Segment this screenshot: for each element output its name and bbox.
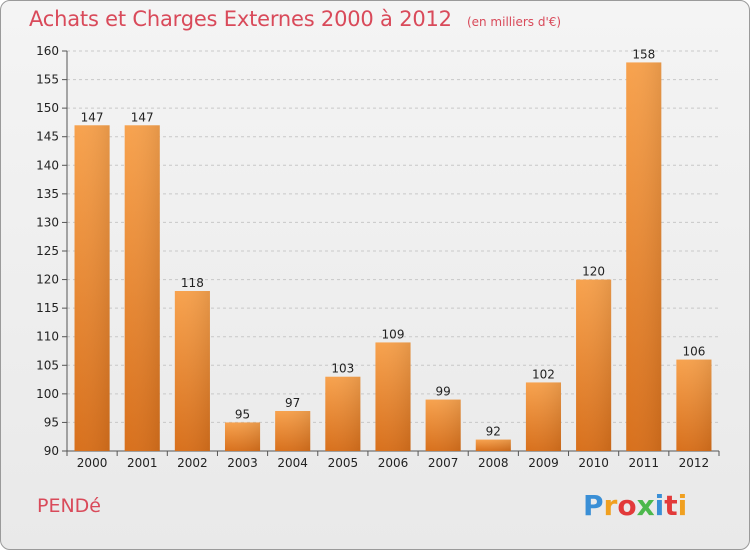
x-tick-label: 2006 [378,456,409,470]
value-label: 92 [486,425,501,439]
chart-header: Achats et Charges Externes 2000 à 2012 (… [29,7,561,31]
x-tick-label: 2003 [227,456,258,470]
y-tick-label: 140 [36,158,59,172]
y-tick-label: 95 [44,415,59,429]
value-label: 99 [436,385,451,399]
x-tick-label: 2011 [628,456,659,470]
value-label: 147 [81,110,104,124]
bar-shade [626,62,662,452]
value-label: 97 [285,396,300,410]
value-label: 109 [382,327,405,341]
bar-shade [74,125,110,452]
logo-letter: i [677,489,688,522]
value-label: 158 [632,47,655,61]
y-tick-label: 155 [36,73,59,87]
y-tick-label: 150 [36,101,59,115]
y-tick-label: 160 [36,44,59,58]
bar-shade [325,376,361,451]
bar-shade [525,382,562,451]
y-tick-label: 115 [36,301,59,315]
logo-letter: x [636,489,655,522]
y-tick-label: 105 [36,358,59,372]
bar-shade [224,422,261,451]
bar-shade [174,291,210,451]
bar-shade [676,359,712,451]
value-label: 106 [682,345,705,359]
bar-shade [375,342,411,451]
chart-title: Achats et Charges Externes 2000 à 2012 [29,7,452,31]
value-label: 95 [235,407,250,421]
y-tick-label: 130 [36,215,59,229]
y-tick-label: 125 [36,244,59,258]
x-tick-label: 2012 [679,456,710,470]
y-tick-label: 135 [36,187,59,201]
bars [74,62,712,452]
bar-shade [275,411,311,451]
x-tick-label: 2000 [77,456,108,470]
bar-shade [425,399,461,451]
x-tick-label: 2005 [328,456,359,470]
x-tick-label: 2002 [177,456,208,470]
y-tick-label: 90 [44,444,59,458]
value-label: 102 [532,367,555,381]
y-tick-label: 110 [36,330,59,344]
y-tick-label: 120 [36,273,59,287]
x-tick-label: 2010 [578,456,609,470]
bar-shade [475,439,511,451]
commune-name: PENDé [37,495,101,517]
value-label: 120 [582,265,605,279]
x-tick-label: 2004 [277,456,308,470]
value-label: 118 [181,276,204,290]
proxiti-logo[interactable]: Proxiti [583,489,687,522]
x-tick-label: 2001 [127,456,158,470]
bar-shade [576,279,612,451]
x-tick-label: 2009 [528,456,559,470]
logo-letter: r [603,489,618,522]
x-tick-label: 2007 [428,456,459,470]
value-label: 103 [331,362,354,376]
y-tick-label: 145 [36,130,59,144]
bar-shade [124,125,160,452]
logo-letter: t [664,489,678,522]
y-tick-label: 100 [36,387,59,401]
x-tick-label: 2008 [478,456,509,470]
logo-letter: P [583,489,604,522]
logo-letter: i [654,489,665,522]
bar-labels: 147 147 118 95 97 103 109 99 92 102 120 158 106 [81,47,706,438]
value-label: 147 [131,110,154,124]
logo-letter: o [617,489,637,522]
chart-subtitle: (en milliers d'€) [466,15,562,29]
